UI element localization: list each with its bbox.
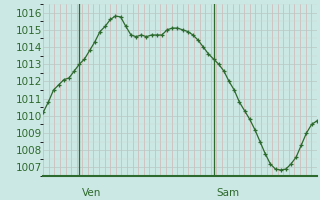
Text: Ven: Ven (82, 188, 101, 198)
Text: Sam: Sam (216, 188, 239, 198)
